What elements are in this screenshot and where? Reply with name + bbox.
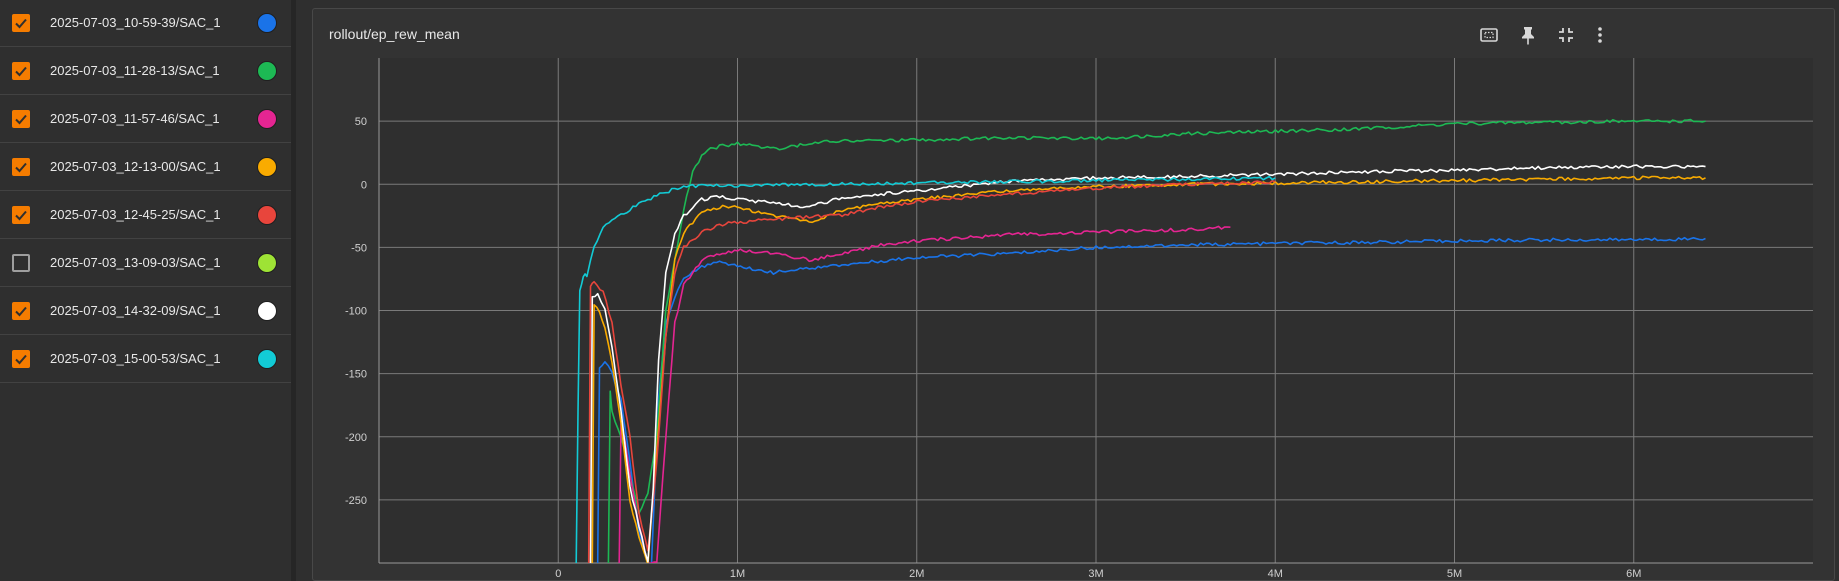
card-title: rollout/ep_rew_mean [329, 26, 460, 42]
y-tick-label: -200 [345, 432, 367, 444]
series-line[interactable] [589, 164, 1706, 563]
x-tick-label: 6M [1626, 568, 1641, 580]
pin-button[interactable] [1514, 21, 1542, 49]
run-color-swatch[interactable] [257, 253, 277, 273]
y-tick-label: -150 [345, 369, 367, 381]
line-chart[interactable]: 0 1M 2M 3M 4M 5M 6M 50 0 -50 -100 -150 -200 -250 [313, 9, 1834, 580]
x-tick-label: 0 [555, 568, 561, 580]
x-tick-label: 3M [1088, 568, 1103, 580]
run-color-swatch[interactable] [257, 205, 277, 225]
run-label: 2025-07-03_12-45-25/SAC_1 [50, 207, 221, 222]
sidebar-resize-handle[interactable] [291, 0, 296, 581]
y-tick-label: -50 [351, 242, 367, 254]
run-checkbox[interactable] [12, 302, 30, 320]
run-color-swatch[interactable] [257, 13, 277, 33]
run-label: 2025-07-03_12-13-00/SAC_1 [50, 159, 221, 174]
run-label: 2025-07-03_15-00-53/SAC_1 [50, 351, 221, 366]
run-color-swatch[interactable] [257, 349, 277, 369]
run-checkbox[interactable] [12, 158, 30, 176]
series-line[interactable] [596, 236, 1706, 565]
run-checkbox[interactable] [12, 110, 30, 128]
more-options-button[interactable] [1586, 21, 1614, 49]
run-row[interactable]: 2025-07-03_12-13-00/SAC_1 [0, 144, 291, 191]
run-list: 2025-07-03_10-59-39/SAC_1 2025-07-03_11-2… [0, 0, 291, 581]
run-row[interactable]: 2025-07-03_13-09-03/SAC_1 [0, 240, 291, 287]
checkmark-icon [15, 18, 27, 29]
run-label: 2025-07-03_11-57-46/SAC_1 [50, 111, 220, 126]
checkmark-icon [15, 306, 27, 317]
checkmark-icon [15, 210, 27, 221]
x-tick-label: 2M [909, 568, 924, 580]
scalar-card: rollout/ep_rew_mean [312, 8, 1835, 581]
run-checkbox[interactable] [12, 254, 30, 272]
run-color-swatch[interactable] [257, 109, 277, 129]
run-row[interactable]: 2025-07-03_12-45-25/SAC_1 [0, 192, 291, 239]
x-tick-label: 4M [1268, 568, 1283, 580]
run-label: 2025-07-03_13-09-03/SAC_1 [50, 255, 221, 270]
run-label: 2025-07-03_10-59-39/SAC_1 [50, 15, 221, 30]
run-row[interactable]: 2025-07-03_10-59-39/SAC_1 [0, 0, 291, 47]
series-line[interactable] [618, 225, 1231, 563]
run-row[interactable]: 2025-07-03_14-32-09/SAC_1 [0, 288, 291, 335]
series-line[interactable] [607, 118, 1706, 563]
fit-to-data-button[interactable] [1475, 21, 1503, 49]
series-line[interactable] [591, 175, 1706, 564]
run-label: 2025-07-03_11-28-13/SAC_1 [50, 63, 220, 78]
run-row[interactable]: 2025-07-03_15-00-53/SAC_1 [0, 336, 291, 383]
run-row[interactable]: 2025-07-03_11-57-46/SAC_1 [0, 96, 291, 143]
y-tick-label: 50 [355, 116, 367, 128]
y-tick-label: 0 [361, 179, 367, 191]
run-color-swatch[interactable] [257, 157, 277, 177]
run-row[interactable]: 2025-07-03_11-28-13/SAC_1 [0, 48, 291, 95]
run-checkbox[interactable] [12, 62, 30, 80]
x-tick-label: 5M [1447, 568, 1462, 580]
run-color-swatch[interactable] [257, 301, 277, 321]
collapse-button[interactable] [1552, 21, 1580, 49]
checkmark-icon [15, 162, 27, 173]
y-tick-label: -100 [345, 306, 367, 318]
run-checkbox[interactable] [12, 206, 30, 224]
x-tick-label: 1M [730, 568, 745, 580]
series-line[interactable] [575, 175, 1276, 563]
run-label: 2025-07-03_14-32-09/SAC_1 [50, 303, 221, 318]
checkmark-icon [15, 354, 27, 365]
run-checkbox[interactable] [12, 350, 30, 368]
run-color-swatch[interactable] [257, 61, 277, 81]
checkmark-icon [15, 66, 27, 77]
run-checkbox[interactable] [12, 14, 30, 32]
y-tick-label: -250 [345, 495, 367, 507]
checkmark-icon [15, 114, 27, 125]
series-line[interactable] [587, 179, 1276, 563]
